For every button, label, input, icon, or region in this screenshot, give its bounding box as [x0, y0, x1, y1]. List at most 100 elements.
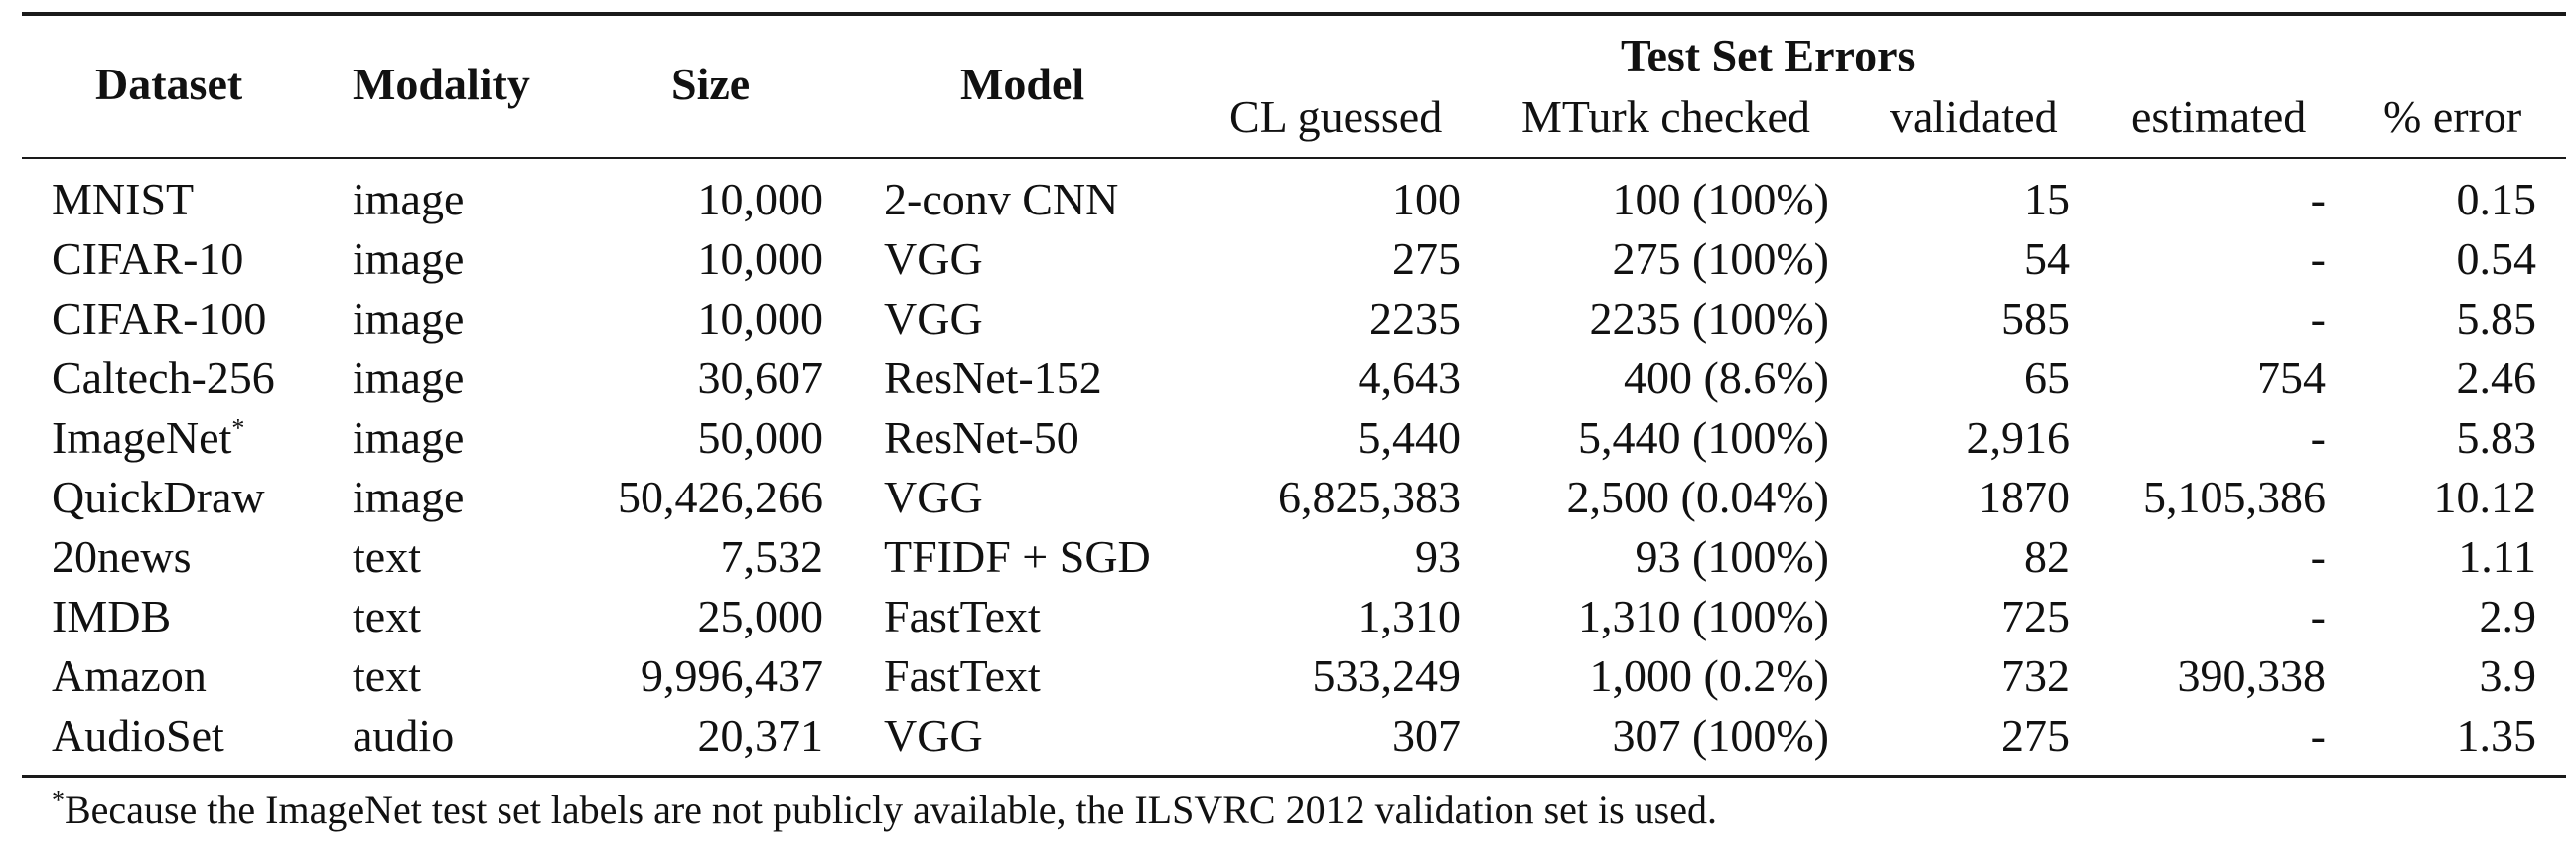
cell-mturk: 1,310 (100%): [1578, 587, 1829, 646]
cell-validated: 1870: [1978, 468, 2070, 527]
table-footnote: *Because the ImageNet test set labels ar…: [52, 782, 1717, 838]
cell-model: ResNet-152: [884, 349, 1102, 408]
cell-dataset-text: 20news: [52, 531, 192, 582]
cell-mturk: 400 (8.6%): [1624, 349, 1829, 408]
cell-model-text: ResNet-152: [884, 353, 1102, 403]
cell-estimated: -: [2311, 170, 2326, 229]
cell-cl-text: 4,643: [1358, 353, 1462, 403]
cell-modality: text: [353, 527, 421, 587]
cell-pct-text: 1.11: [2458, 531, 2536, 582]
cell-estimated-text: -: [2310, 710, 2326, 761]
cell-cl-text: 5,440: [1358, 412, 1462, 463]
header-validated: validated: [1890, 91, 2058, 142]
cell-model-text: FastText: [884, 650, 1041, 701]
cell-model: TFIDF + SGD: [884, 527, 1151, 587]
cell-estimated: -: [2311, 289, 2326, 349]
cell-pct-text: 2.9: [2479, 591, 2537, 641]
cell-mturk: 5,440 (100%): [1578, 408, 1829, 468]
footnote-text: Because the ImageNet test set labels are…: [65, 787, 1718, 832]
cell-dataset-text: Amazon: [52, 650, 207, 701]
cell-cl: 307: [1392, 706, 1461, 766]
cell-validated-text: 1870: [1978, 472, 2070, 522]
cell-validated-text: 275: [2001, 710, 2070, 761]
cell-size-text: 30,607: [697, 353, 824, 403]
cell-cl: 4,643: [1359, 349, 1462, 408]
cell-modality: image: [353, 468, 464, 527]
cell-modality: text: [353, 587, 421, 646]
cell-modality-text: text: [353, 650, 421, 701]
cell-mturk: 2235 (100%): [1590, 289, 1829, 349]
cell-dataset: MNIST: [52, 170, 194, 229]
cell-modality-text: audio: [353, 710, 455, 761]
cell-cl-text: 93: [1415, 531, 1461, 582]
cell-pct-text: 5.85: [2456, 293, 2537, 344]
cell-estimated: -: [2311, 706, 2326, 766]
cell-size: 10,000: [698, 170, 824, 229]
header-dataset: Dataset: [95, 59, 243, 109]
footnote-marker: *: [52, 785, 65, 815]
cell-validated: 15: [2024, 170, 2070, 229]
cell-mturk: 1,000 (0.2%): [1590, 646, 1829, 706]
header-size: Size: [671, 59, 751, 109]
cell-cl-text: 100: [1392, 174, 1461, 224]
cell-validated: 725: [2001, 587, 2070, 646]
cell-cl-text: 1,310: [1358, 591, 1462, 641]
cell-model-text: VGG: [884, 233, 983, 284]
cell-estimated-text: -: [2310, 293, 2326, 344]
cell-size: 30,607: [698, 349, 824, 408]
cell-modality-text: image: [353, 293, 465, 344]
cell-dataset: CIFAR-100: [52, 289, 266, 349]
cell-modality-text: image: [353, 412, 465, 463]
cell-model-text: FastText: [884, 591, 1041, 641]
cell-mturk-text: 2235 (100%): [1589, 293, 1829, 344]
cell-model-text: VGG: [884, 472, 983, 522]
cell-modality-text: image: [353, 472, 465, 522]
cell-dataset-text: CIFAR-10: [52, 233, 244, 284]
cell-mturk-text: 93 (100%): [1635, 531, 1829, 582]
cell-modality: image: [353, 289, 464, 349]
top-rule: [22, 12, 2566, 16]
cell-cl-text: 275: [1392, 233, 1461, 284]
cell-cl: 5,440: [1359, 408, 1462, 468]
cell-size-text: 25,000: [697, 591, 824, 641]
header-test-set-errors: Test Set Errors: [1621, 30, 1916, 80]
header-mturk-checked: MTurk checked: [1521, 91, 1810, 142]
cell-dataset: CIFAR-10: [52, 229, 243, 289]
cell-validated-text: 725: [2001, 591, 2070, 641]
cell-dataset-text: Caltech-256: [52, 353, 275, 403]
header-cl-guessed: CL guessed: [1229, 91, 1443, 142]
cell-validated-text: 2,916: [1966, 412, 2071, 463]
cell-mturk: 307 (100%): [1613, 706, 1829, 766]
cell-cl: 533,249: [1313, 646, 1462, 706]
cell-estimated-text: 5,105,386: [2143, 472, 2326, 522]
cell-size-text: 10,000: [697, 174, 824, 224]
cell-mturk: 100 (100%): [1613, 170, 1829, 229]
cell-estimated-text: -: [2310, 233, 2326, 284]
cell-modality: image: [353, 229, 464, 289]
cell-dataset-text: ImageNet: [52, 412, 232, 463]
cell-validated-text: 82: [2024, 531, 2070, 582]
cell-pct: 1.35: [2457, 706, 2537, 766]
cell-cl-text: 307: [1392, 710, 1461, 761]
cell-dataset: AudioSet: [52, 706, 224, 766]
cell-dataset-text: AudioSet: [52, 710, 224, 761]
cell-cl: 100: [1392, 170, 1461, 229]
cell-size-text: 10,000: [697, 293, 824, 344]
cell-model: FastText: [884, 646, 1041, 706]
cell-model: 2-conv CNN: [884, 170, 1118, 229]
cell-validated: 65: [2024, 349, 2070, 408]
cell-modality: audio: [353, 706, 454, 766]
cell-mturk: 275 (100%): [1613, 229, 1829, 289]
cell-pct: 2.46: [2457, 349, 2537, 408]
cell-estimated: 390,338: [2178, 646, 2327, 706]
header-rule: [22, 157, 2566, 159]
cell-modality-text: text: [353, 531, 421, 582]
cell-mturk-text: 307 (100%): [1612, 710, 1829, 761]
cell-size: 10,000: [698, 289, 824, 349]
cell-model-text: 2-conv CNN: [884, 174, 1119, 224]
cell-size: 7,532: [721, 527, 824, 587]
cell-size: 50,000: [698, 408, 824, 468]
header-estimated: estimated: [2131, 91, 2307, 142]
cell-dataset: 20news: [52, 527, 192, 587]
cell-estimated: -: [2311, 587, 2326, 646]
